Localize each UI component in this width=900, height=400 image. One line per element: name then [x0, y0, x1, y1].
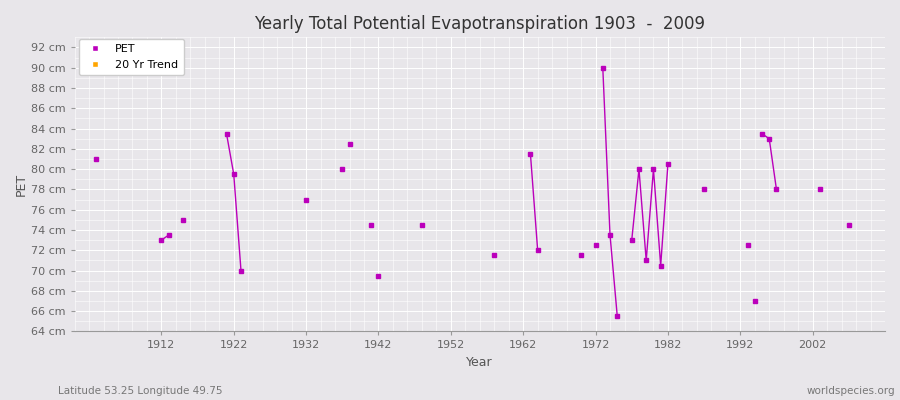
Title: Yearly Total Potential Evapotranspiration 1903  -  2009: Yearly Total Potential Evapotranspiratio…	[255, 15, 706, 33]
Y-axis label: PET: PET	[15, 173, 28, 196]
Legend: PET, 20 Yr Trend: PET, 20 Yr Trend	[78, 39, 184, 76]
Text: Latitude 53.25 Longitude 49.75: Latitude 53.25 Longitude 49.75	[58, 386, 223, 396]
Text: worldspecies.org: worldspecies.org	[807, 386, 896, 396]
X-axis label: Year: Year	[466, 356, 493, 369]
